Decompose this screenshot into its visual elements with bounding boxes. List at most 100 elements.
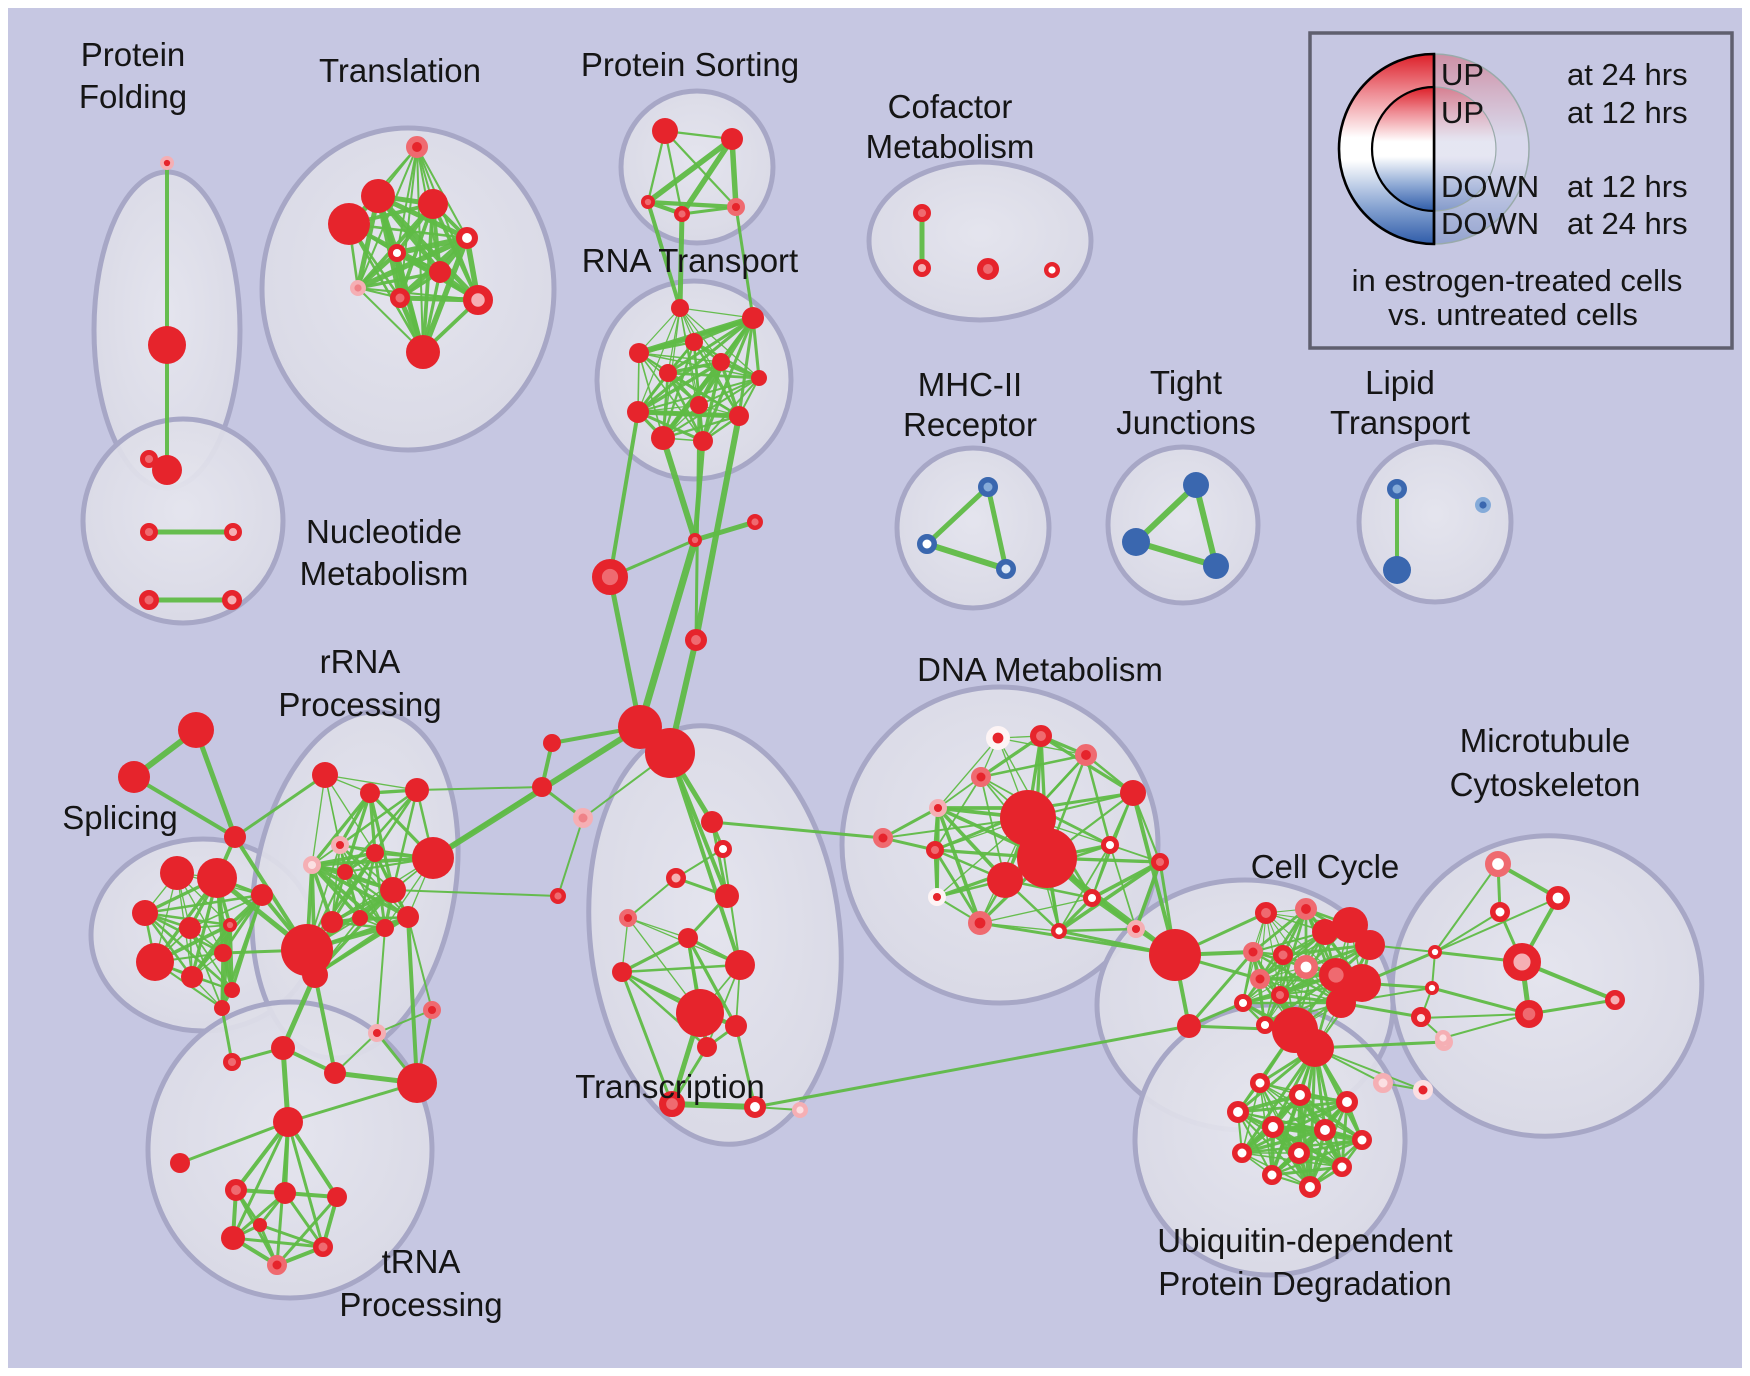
node-ub-1[interactable] [1289, 1084, 1312, 1107]
node-mhc-2[interactable] [996, 559, 1016, 579]
node-trna-10[interactable] [313, 1237, 333, 1257]
node-lipid-1[interactable] [1383, 556, 1411, 584]
node-core-10[interactable] [713, 839, 732, 858]
node-ub-7[interactable] [1232, 1143, 1252, 1163]
node-rna_transport-9[interactable] [729, 406, 749, 426]
node-rna_transport-3[interactable] [629, 343, 649, 363]
node-protein_folding-0[interactable] [160, 156, 175, 171]
node-protein_sorting-0[interactable] [652, 118, 678, 144]
node-cc-10[interactable] [1250, 969, 1270, 989]
node-translation-9[interactable] [463, 285, 493, 315]
node-dna-10[interactable] [1100, 835, 1119, 854]
node-mhc-1[interactable] [917, 534, 937, 554]
node-dna-1[interactable] [1030, 725, 1053, 748]
node-protein_folding-2[interactable] [152, 455, 182, 485]
node-mt-7[interactable] [1514, 999, 1543, 1028]
node-rna_transport-6[interactable] [751, 370, 767, 386]
node-trna-1[interactable] [271, 1036, 295, 1060]
node-cc-1[interactable] [1295, 898, 1318, 921]
node-rna_transport-10[interactable] [651, 426, 675, 450]
node-rna_transport-11[interactable] [693, 431, 713, 451]
node-rrna-10[interactable] [352, 910, 368, 926]
node-cofactor-0[interactable] [912, 204, 931, 223]
node-trna-4[interactable] [273, 1107, 303, 1137]
node-dna-14[interactable] [967, 910, 992, 935]
node-splicing-5[interactable] [251, 884, 273, 906]
node-mt-9[interactable] [1434, 1029, 1451, 1046]
node-transcription-1[interactable] [678, 928, 698, 948]
node-rrna-7[interactable] [412, 837, 454, 879]
node-rrna-14[interactable] [302, 962, 328, 988]
node-lipid-0[interactable] [1387, 479, 1407, 499]
node-translation-4[interactable] [455, 226, 478, 249]
node-protein_sorting-2[interactable] [640, 195, 655, 210]
node-rrna-5[interactable] [366, 844, 384, 862]
node-trna-9[interactable] [221, 1226, 245, 1250]
node-cc-9[interactable] [1343, 964, 1381, 1002]
node-rna_transport-4[interactable] [712, 353, 730, 371]
node-transcription-9[interactable] [792, 1101, 809, 1118]
node-ub-3[interactable] [1227, 1101, 1250, 1124]
node-dna-19[interactable] [873, 828, 893, 848]
node-rrna-8[interactable] [380, 877, 406, 903]
node-cc-7[interactable] [1294, 954, 1319, 979]
node-transcription-0[interactable] [618, 908, 637, 927]
node-nucleotide-3[interactable] [139, 590, 159, 610]
node-cc-5[interactable] [1243, 942, 1263, 962]
node-transcription-8[interactable] [744, 1096, 767, 1119]
node-core-3[interactable] [685, 629, 708, 652]
node-protein_sorting-1[interactable] [721, 128, 743, 150]
node-dna-11[interactable] [1150, 852, 1169, 871]
node-rrna-12[interactable] [397, 906, 419, 928]
node-dna-2[interactable] [1075, 744, 1098, 767]
node-mt-8[interactable] [1605, 990, 1625, 1010]
node-cofactor-2[interactable] [977, 257, 1000, 280]
node-splicing-8[interactable] [214, 944, 232, 962]
node-ub-0[interactable] [1250, 1073, 1270, 1093]
node-cc-13[interactable] [1255, 1015, 1274, 1034]
node-dna-9[interactable] [987, 862, 1023, 898]
node-cc-14[interactable] [1326, 988, 1356, 1018]
node-cc-21[interactable] [1413, 1080, 1433, 1100]
node-cc-6[interactable] [1273, 945, 1293, 965]
node-mt-6[interactable] [1411, 1008, 1430, 1027]
node-translation-0[interactable] [405, 135, 428, 158]
node-trna-2[interactable] [324, 1062, 346, 1084]
node-ub-4[interactable] [1262, 1116, 1285, 1139]
node-tight-0[interactable] [1183, 472, 1209, 498]
node-bridge-2[interactable] [224, 826, 246, 848]
node-core-8[interactable] [573, 808, 593, 828]
node-rna_transport-8[interactable] [627, 401, 649, 423]
node-mt-5[interactable] [1425, 980, 1440, 995]
node-cc-20[interactable] [1373, 1073, 1393, 1093]
node-dna-12[interactable] [925, 840, 944, 859]
node-bridge-1[interactable] [118, 761, 150, 793]
node-translation-6[interactable] [429, 261, 451, 283]
node-nucleotide-4[interactable] [222, 590, 242, 610]
node-protein_sorting-3[interactable] [674, 205, 691, 222]
node-nucleotide-0[interactable] [140, 450, 159, 469]
node-transcription-3[interactable] [725, 950, 755, 980]
node-rrna-0[interactable] [312, 762, 338, 788]
node-core-11[interactable] [666, 868, 686, 888]
node-mhc-0[interactable] [978, 477, 998, 497]
node-cc-0[interactable] [1255, 902, 1278, 925]
node-translation-8[interactable] [390, 288, 410, 308]
node-mt-3[interactable] [1428, 944, 1443, 959]
node-ub-8[interactable] [1288, 1142, 1311, 1165]
node-transcription-2[interactable] [612, 962, 632, 982]
node-trna-3[interactable] [397, 1063, 437, 1103]
node-cc-11[interactable] [1270, 985, 1289, 1004]
node-trna-6[interactable] [224, 1179, 247, 1202]
node-cofactor-1[interactable] [912, 259, 931, 278]
node-rna_transport-7[interactable] [690, 396, 708, 414]
node-core-13[interactable] [715, 884, 739, 908]
node-tight-2[interactable] [1203, 553, 1229, 579]
node-transcription-5[interactable] [725, 1015, 747, 1037]
node-rrna-2[interactable] [405, 778, 429, 802]
node-core-6[interactable] [543, 734, 561, 752]
node-splicing-1[interactable] [197, 858, 237, 898]
node-cc-12[interactable] [1233, 993, 1252, 1012]
node-translation-5[interactable] [388, 244, 407, 263]
node-cc-17[interactable] [1177, 1014, 1201, 1038]
